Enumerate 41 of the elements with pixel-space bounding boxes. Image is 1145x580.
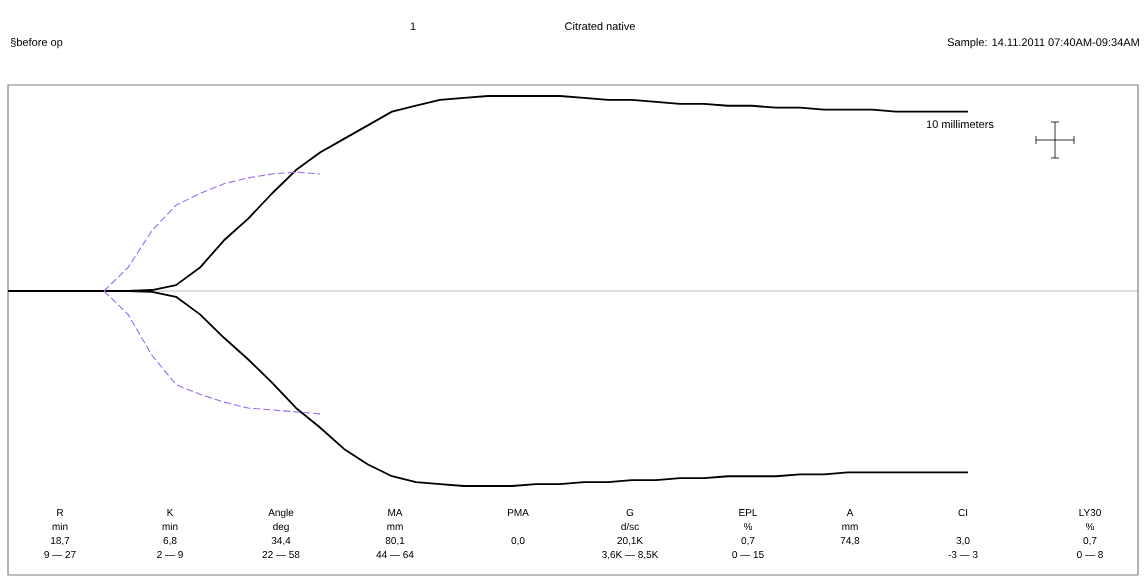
text: deg [273, 522, 289, 533]
text: R [57, 509, 64, 516]
text: §before op [10, 38, 63, 49]
text: A [846, 509, 854, 516]
text: 20,1K [617, 537, 643, 546]
chart-title: Citrated native [565, 22, 635, 31]
text: 18,7 [51, 537, 70, 546]
text: 1 [410, 22, 416, 30]
text: -3 — 3 [948, 551, 978, 559]
text: 80,1 [385, 537, 405, 546]
text: EPL [739, 509, 758, 516]
text: min [52, 522, 68, 530]
text: MA [388, 509, 403, 516]
annotation: 10 millimeters [926, 120, 994, 129]
text: mm [842, 524, 858, 530]
text: 3,6K — 8,5K [602, 551, 659, 560]
text: 0,7 [741, 537, 755, 546]
text: 74,8 [840, 537, 860, 546]
text: d/sc [621, 522, 639, 531]
text: 2 — 9 [157, 551, 183, 559]
text: CI [958, 509, 968, 517]
text: 0,7 [1083, 537, 1097, 546]
text: 9 — 27 [44, 551, 76, 559]
text: 22 — 58 [262, 551, 300, 559]
text: 0 — 15 [732, 551, 764, 559]
text: min [162, 522, 178, 530]
text: Sample: 14.11.2011 07:40AM-09:34AM [947, 38, 1139, 49]
text: % [743, 523, 753, 531]
text: LY30 [1079, 509, 1101, 517]
text: 34,4 [271, 537, 291, 546]
text: 6,8 [163, 537, 177, 546]
text: % [1085, 523, 1095, 531]
text: G [626, 509, 634, 517]
text: Angle [268, 508, 294, 519]
text: 44 — 64 [376, 551, 414, 559]
text: 3,0 [956, 537, 970, 546]
text: 0,0 [511, 537, 525, 546]
text: PMA [507, 509, 529, 516]
text: K [167, 509, 174, 516]
text: 0 — 8 [1077, 551, 1103, 559]
text: mm [387, 524, 403, 530]
